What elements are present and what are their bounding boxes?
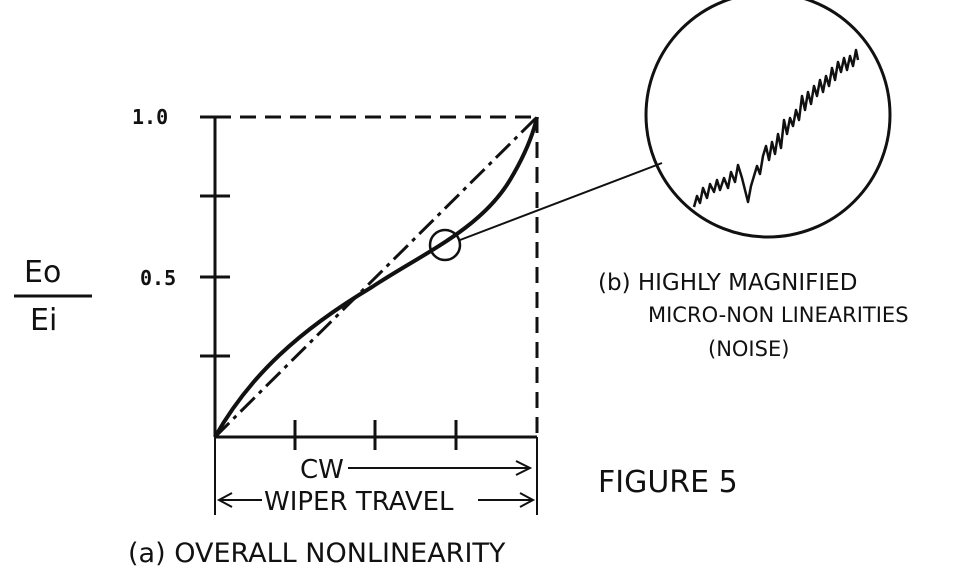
y-ticks [200, 115, 230, 358]
inset-magnified-circle [644, 0, 892, 239]
inset-caption-line3: (NOISE) [708, 337, 789, 361]
cw-label: CW [300, 455, 344, 485]
y-label-denominator: Ei [30, 303, 57, 338]
magnify-leader-line [459, 162, 663, 241]
inset-caption-line2: MICRO-NON LINEARITIES [648, 303, 909, 327]
wiper-travel-label: WIPER TRAVEL [264, 487, 454, 517]
caption-a: (a) OVERALL NONLINEARITY [128, 538, 506, 569]
magnify-target-circle [428, 228, 462, 262]
x-ticks [293, 420, 458, 450]
cw-arrow-head-icon [515, 460, 533, 476]
y-tick-label-1-0: 1.0 [132, 105, 168, 129]
y-tick-label-0-5: 0.5 [140, 266, 176, 290]
actual-output-curve [213, 116, 539, 438]
ideal-linear-line [213, 115, 539, 439]
noise-trace [692, 48, 860, 208]
figure-label: FIGURE 5 [598, 465, 738, 500]
travel-arrow-right-head-icon [519, 492, 536, 508]
y-label-numerator: Eo [24, 255, 61, 290]
inset-caption-line1: (b) HIGHLY MAGNIFIED [598, 270, 857, 296]
travel-arrow-left-head-icon [216, 492, 233, 508]
